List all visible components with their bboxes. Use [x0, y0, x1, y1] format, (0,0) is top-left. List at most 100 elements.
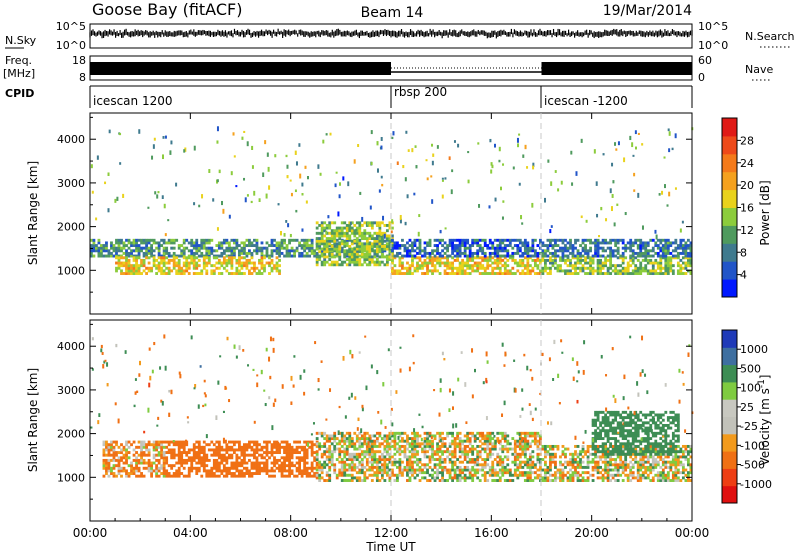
power-cell	[642, 255, 645, 258]
power-cell	[619, 272, 622, 275]
velocity-cell	[278, 469, 281, 472]
velocity-cell	[336, 437, 339, 440]
power-cell	[516, 264, 519, 267]
power-cell	[602, 264, 605, 267]
power-cell	[669, 262, 672, 265]
power-cell	[464, 264, 467, 267]
velocity-cell	[574, 471, 577, 474]
power-cell	[617, 256, 620, 259]
velocity-cell	[286, 446, 289, 449]
power-cell	[639, 264, 642, 267]
velocity-cell	[396, 442, 399, 445]
power-cell	[414, 249, 417, 252]
power-cell	[489, 264, 492, 267]
velocity-cell	[286, 469, 289, 472]
power-cell	[278, 252, 281, 255]
power-cell	[624, 244, 627, 247]
velocity-cell	[486, 442, 489, 445]
velocity-cell	[220, 462, 223, 465]
power-cell	[175, 256, 178, 259]
velocity-cell	[366, 453, 369, 456]
velocity-cell	[163, 469, 166, 472]
velocity-cell	[243, 472, 246, 475]
velocity-cell	[358, 476, 361, 479]
velocity-cell	[138, 475, 141, 478]
velocity-cell	[333, 434, 336, 437]
power-cell	[158, 264, 161, 267]
velocity-cell	[434, 434, 437, 437]
power-cell	[672, 272, 675, 275]
velocity-cell	[399, 445, 402, 448]
velocity-cell	[203, 454, 206, 457]
power-colorbar-tick-label: 20	[740, 179, 754, 192]
velocity-cell	[318, 463, 321, 466]
velocity-cell	[248, 443, 251, 446]
power-cell	[230, 262, 233, 265]
power-cell	[459, 244, 462, 247]
velocity-cell	[406, 440, 409, 443]
power-cell	[684, 241, 687, 244]
power-cell	[110, 247, 113, 250]
velocity-cell	[529, 455, 532, 458]
power-cell	[388, 240, 391, 243]
velocity-cell	[215, 475, 218, 478]
power-cell	[366, 250, 369, 253]
velocity-cell	[223, 456, 226, 459]
velocity-cell	[188, 456, 191, 459]
power-cell	[484, 269, 487, 272]
power-cell	[662, 249, 665, 252]
velocity-cell	[404, 466, 407, 469]
power-cell	[323, 248, 326, 251]
velocity-cell	[233, 475, 236, 478]
power-cell	[531, 255, 534, 258]
power-cell	[358, 234, 361, 237]
power-cell	[158, 244, 161, 247]
velocity-cell	[266, 441, 269, 444]
velocity-cell	[396, 448, 399, 451]
velocity-cell	[318, 442, 321, 445]
power-cell	[288, 252, 291, 255]
power-cell	[148, 256, 151, 259]
power-cell	[584, 244, 587, 247]
velocity-cell	[220, 454, 223, 457]
power-cell	[135, 262, 138, 265]
velocity-cell	[273, 475, 276, 478]
power-cell	[278, 247, 281, 250]
velocity-cell	[321, 466, 324, 469]
velocity-cell	[529, 461, 532, 464]
power-cell	[639, 244, 642, 247]
power-cell	[203, 259, 206, 262]
velocity-cell	[153, 454, 156, 457]
velocity-cell	[323, 442, 326, 445]
velocity-cell	[140, 441, 143, 444]
velocity-cell	[436, 463, 439, 466]
velocity-cell	[351, 442, 354, 445]
power-cell	[160, 259, 163, 262]
power-cell	[341, 221, 344, 224]
velocity-cell	[215, 454, 218, 457]
velocity-cell	[203, 441, 206, 444]
power-cell	[474, 269, 477, 272]
power-cell	[679, 244, 682, 247]
velocity-cell	[103, 464, 106, 467]
power-cell	[261, 262, 264, 265]
power-cell	[624, 247, 627, 250]
power-cell	[516, 249, 519, 252]
power-cell	[230, 247, 233, 250]
power-cell	[574, 239, 577, 242]
power-cell	[392, 131, 394, 135]
power-cell	[261, 256, 264, 259]
velocity-cell	[577, 479, 580, 482]
velocity-cell	[248, 475, 251, 478]
velocity-cell	[489, 437, 492, 440]
power-cell	[301, 244, 304, 247]
power-cell	[133, 239, 136, 242]
power-cell	[521, 259, 524, 262]
power-cell	[366, 253, 369, 256]
velocity-cell	[353, 476, 356, 479]
velocity-cell	[386, 458, 389, 461]
power-cell	[363, 234, 366, 237]
velocity-cell	[552, 461, 555, 464]
power-cell	[157, 191, 159, 193]
power-cell	[456, 244, 459, 247]
